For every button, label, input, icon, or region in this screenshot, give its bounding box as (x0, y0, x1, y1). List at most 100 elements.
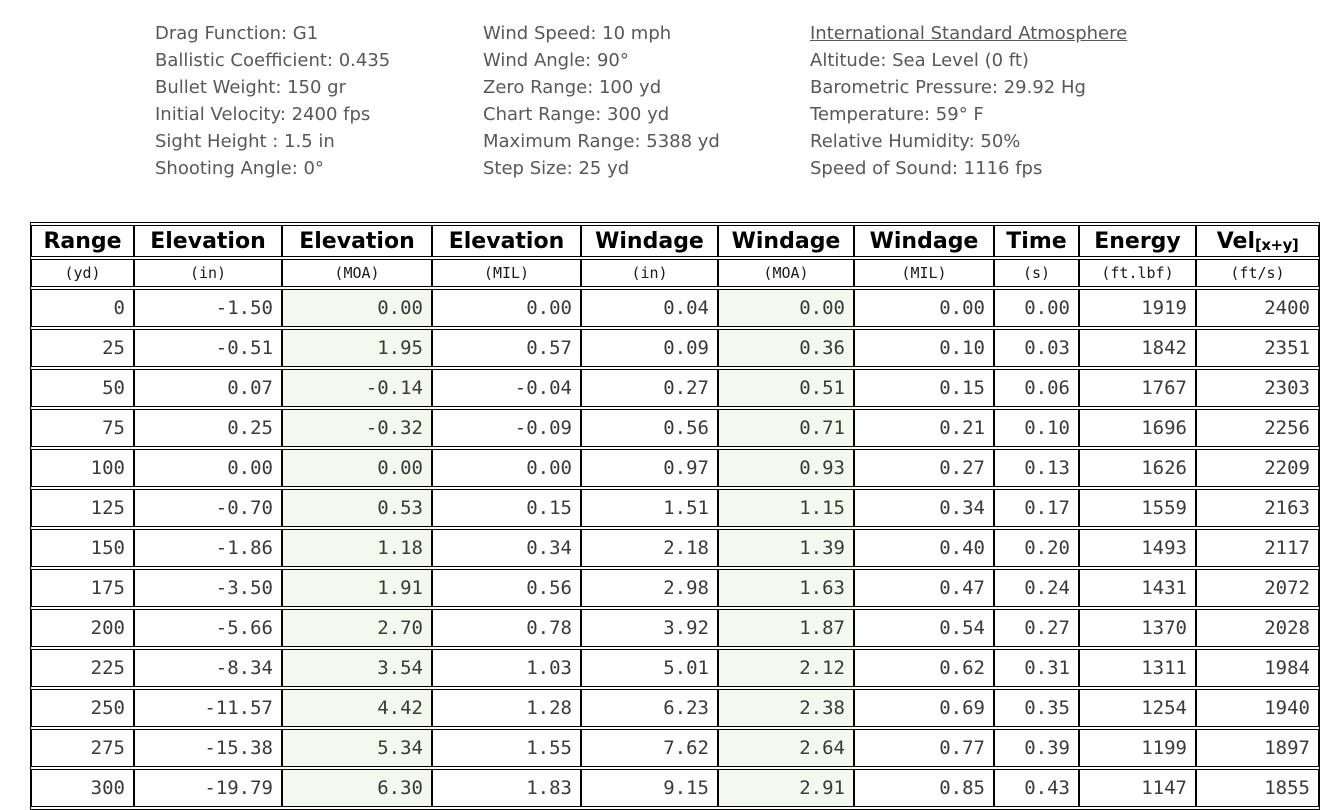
table-row-range-275: 275 -15.38 5.34 1.55 7.62 2.64 0.77 0.39 1199 189… (31, 729, 1319, 767)
cell: 5.34 (282, 729, 432, 767)
cell: 50 (31, 369, 134, 407)
cell: 0.06 (994, 369, 1079, 407)
cell: 0.27 (994, 609, 1079, 647)
unit-cell: (MOA) (282, 259, 432, 287)
table-row-range-50: 50 0.07 -0.14 -0.04 0.27 0.51 0.15 0.06 1767 2303 (31, 369, 1319, 407)
unit-cell: (s) (994, 259, 1079, 287)
cell: 0.24 (994, 569, 1079, 607)
cell: 0 (31, 289, 134, 327)
atmosphere-heading: International Standard Atmosphere (810, 23, 1128, 44)
table-row-range-0: 0 -1.50 0.00 0.00 0.04 0.00 0.00 0.00 1919 2400 (31, 289, 1319, 327)
cell: 0.36 (718, 329, 854, 367)
cell: 0.10 (854, 329, 994, 367)
cell: 0.00 (282, 449, 432, 487)
cell: 0.09 (581, 329, 718, 367)
cell: 6.30 (282, 769, 432, 807)
cell: 2.38 (718, 689, 854, 727)
ballistics-trajectory-table: Range Elevation Elevation Elevation Windage W… (30, 222, 1320, 810)
cell: 2.12 (718, 649, 854, 687)
cell: 75 (31, 409, 134, 447)
cell: 1.03 (432, 649, 581, 687)
cell: 0.51 (718, 369, 854, 407)
cell: 0.00 (718, 289, 854, 327)
info-line: Step Size: 25 yd (483, 158, 630, 179)
cell: 0.27 (854, 449, 994, 487)
cell: 125 (31, 489, 134, 527)
header-subscript: [x+y] (1255, 235, 1299, 254)
cell: -3.50 (134, 569, 282, 607)
cell: 7.62 (581, 729, 718, 767)
cell: 1.91 (282, 569, 432, 607)
table-row-range-150: 150 -1.86 1.18 0.34 2.18 1.39 0.40 0.20 1493 2117 (31, 529, 1319, 567)
cell: 2163 (1196, 489, 1319, 527)
cell: -0.51 (134, 329, 282, 367)
info-column-1: Drag Function: G1 Ballistic Coefficient: … (155, 20, 483, 182)
cell: 0.07 (134, 369, 282, 407)
column-header-range-yd: Range (31, 225, 134, 257)
column-header-elevation-moa: Elevation (282, 225, 432, 257)
cell: 1.51 (581, 489, 718, 527)
cell: 0.35 (994, 689, 1079, 727)
cell: 0.00 (994, 289, 1079, 327)
column-header-vel-fts: Vel[x+y] (1196, 225, 1319, 257)
info-line: Initial Velocity: 2400 fps (155, 104, 371, 125)
cell: 0.71 (718, 409, 854, 447)
cell: 2400 (1196, 289, 1319, 327)
cell: 0.00 (134, 449, 282, 487)
cell: 0.13 (994, 449, 1079, 487)
cell: 0.34 (854, 489, 994, 527)
cell: 0.03 (994, 329, 1079, 367)
info-line: Speed of Sound: 1116 fps (810, 158, 1043, 179)
cell: 0.40 (854, 529, 994, 567)
cell: -11.57 (134, 689, 282, 727)
cell: 0.00 (432, 289, 581, 327)
cell: 4.42 (282, 689, 432, 727)
cell: 2209 (1196, 449, 1319, 487)
cell: -15.38 (134, 729, 282, 767)
cell: 0.56 (581, 409, 718, 447)
cell: -8.34 (134, 649, 282, 687)
cell: 0.00 (432, 449, 581, 487)
cell: 0.97 (581, 449, 718, 487)
cell: 3.92 (581, 609, 718, 647)
cell: 0.15 (432, 489, 581, 527)
cell: 3.54 (282, 649, 432, 687)
cell: 1855 (1196, 769, 1319, 807)
cell: 0.53 (282, 489, 432, 527)
cell: 9.15 (581, 769, 718, 807)
cell: 1.87 (718, 609, 854, 647)
cell: 2.91 (718, 769, 854, 807)
info-line: Drag Function: G1 (155, 23, 319, 44)
cell: 0.04 (581, 289, 718, 327)
info-line: Wind Speed: 10 mph (483, 23, 672, 44)
info-line: Shooting Angle: 0° (155, 158, 324, 179)
info-line: Maximum Range: 5388 yd (483, 131, 720, 152)
cell: -0.14 (282, 369, 432, 407)
cell: 0.56 (432, 569, 581, 607)
cell: -1.86 (134, 529, 282, 567)
table-row-range-125: 125 -0.70 0.53 0.15 1.51 1.15 0.34 0.17 1559 2163 (31, 489, 1319, 527)
cell: 0.25 (134, 409, 282, 447)
cell: 100 (31, 449, 134, 487)
table-row-range-300: 300 -19.79 6.30 1.83 9.15 2.91 0.85 0.43 1147 185… (31, 769, 1319, 807)
cell: 0.17 (994, 489, 1079, 527)
info-line: Wind Angle: 90° (483, 50, 629, 71)
cell: 0.39 (994, 729, 1079, 767)
unit-cell: (ft/s) (1196, 259, 1319, 287)
info-line: Relative Humidity: 50% (810, 131, 1021, 152)
table-header-row: Range Elevation Elevation Elevation Windage W… (31, 225, 1319, 257)
unit-cell: (in) (581, 259, 718, 287)
cell: 0.34 (432, 529, 581, 567)
cell: 0.00 (854, 289, 994, 327)
cell: 1767 (1079, 369, 1196, 407)
cell: 0.85 (854, 769, 994, 807)
cell: 1.63 (718, 569, 854, 607)
unit-cell: (in) (134, 259, 282, 287)
cell: 0.57 (432, 329, 581, 367)
cell: 150 (31, 529, 134, 567)
cell: 0.31 (994, 649, 1079, 687)
cell: 1431 (1079, 569, 1196, 607)
unit-cell: (MIL) (432, 259, 581, 287)
cell: 1311 (1079, 649, 1196, 687)
input-summary-panel: Drag Function: G1 Ballistic Coefficient: … (0, 0, 1340, 182)
